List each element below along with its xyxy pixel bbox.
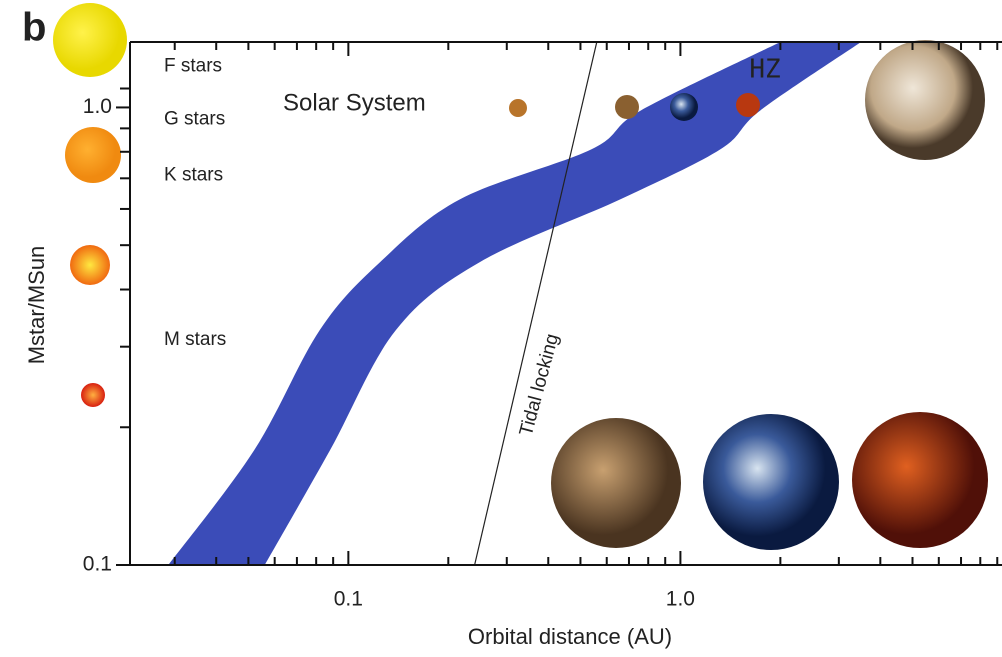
star-type-label: M stars [164, 329, 226, 350]
star-icon [70, 245, 110, 285]
planet-icon [509, 99, 527, 117]
planet-icon [615, 95, 639, 119]
x-tick-label: 1.0 [666, 588, 695, 611]
planet-icon [551, 418, 681, 548]
planet-icons [509, 40, 988, 550]
star-icon [81, 383, 105, 407]
planet-icon [703, 414, 839, 550]
star-icons [53, 3, 127, 407]
annotation: Solar System [283, 89, 426, 116]
planet-icon [670, 93, 698, 121]
annotation: HZ [749, 55, 780, 85]
star-icon [53, 3, 127, 77]
planet-icon [865, 40, 985, 160]
star-type-label: G stars [164, 109, 225, 130]
y-tick-label: 1.0 [83, 95, 112, 118]
star-type-label: K stars [164, 165, 223, 186]
habitable-zone [168, 42, 862, 565]
plot-area [168, 42, 862, 565]
star-icon [65, 127, 121, 183]
panel-label: b [22, 6, 46, 50]
x-axis-label: Orbital distance (AU) [468, 624, 672, 649]
annotation: Tidal locking [516, 331, 563, 438]
planet-icon [736, 93, 760, 117]
y-axis-label: Mstar/MSun [24, 246, 49, 365]
x-tick-label: 0.1 [334, 588, 363, 611]
tidal-locking-line [474, 42, 598, 565]
star-type-label: F stars [164, 55, 222, 76]
planet-icon [852, 412, 988, 548]
y-tick-label: 0.1 [83, 553, 112, 576]
